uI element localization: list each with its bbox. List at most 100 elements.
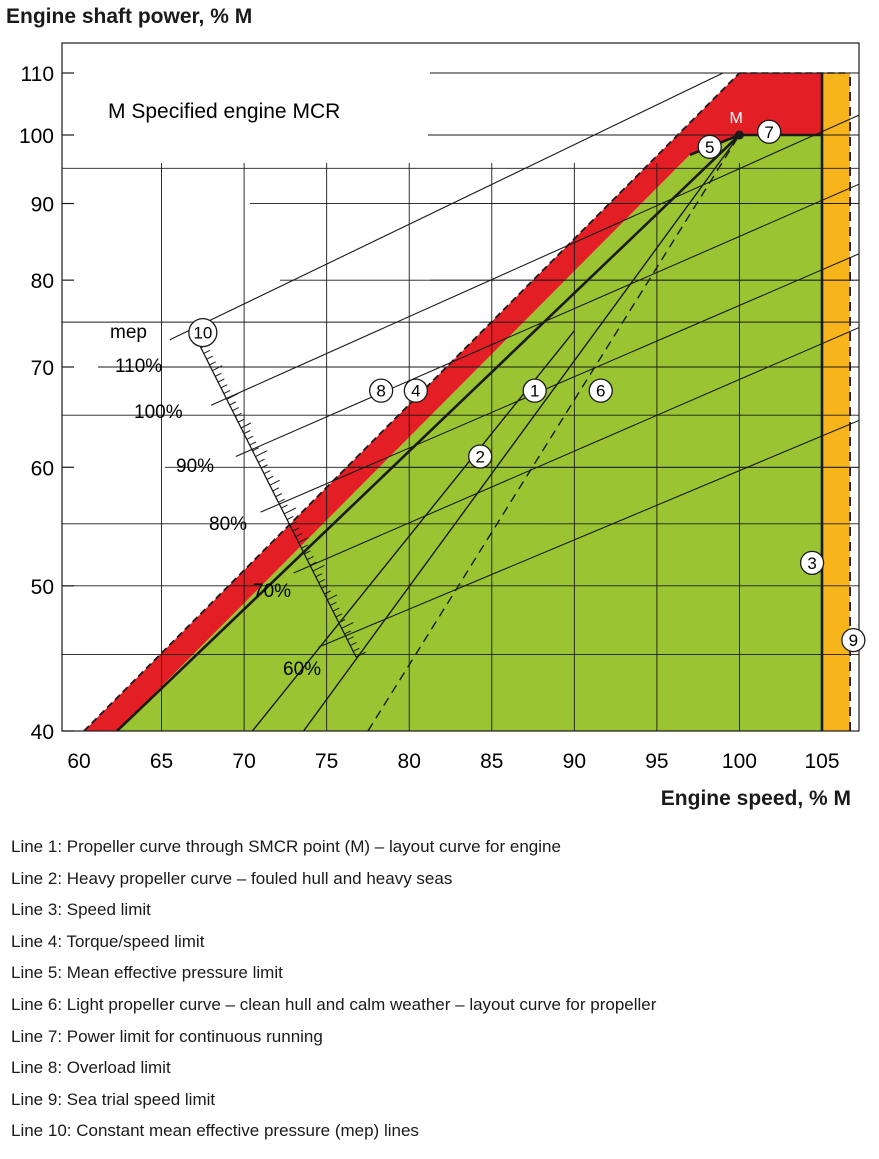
mep-scale-label: 100% — [134, 402, 183, 423]
x-tick-label: 60 — [67, 750, 90, 773]
note-text: M Specified engine MCR — [108, 100, 340, 123]
y-tick-label: 70 — [31, 357, 54, 380]
mep-scale-tick — [295, 533, 303, 538]
mep-scale-tick — [269, 479, 280, 486]
line-marker-3: 3 — [799, 550, 825, 576]
legend-item: Line 4: Torque/speed limit — [11, 931, 205, 951]
y-tick-label: 80 — [31, 270, 54, 293]
line-marker-7: 7 — [757, 119, 782, 144]
y-tick-label: 50 — [31, 576, 54, 599]
legend-item: Line 2: Heavy propeller curve – fouled h… — [11, 868, 453, 888]
service-zone — [117, 135, 822, 731]
line-marker-10: 10 — [188, 317, 218, 348]
mep-scale-tick — [312, 564, 325, 572]
mep-scale-axis — [197, 341, 357, 658]
mep-scale-tick — [283, 507, 297, 515]
legend-item: Line 6: Light propeller curve – clean hu… — [11, 994, 657, 1014]
line-marker-1: 1 — [522, 378, 547, 403]
engine-layout-chart: 110% 100% 90% 80% 70% 60% mep 40 50 60 70 80 90 100 1… — [19, 42, 866, 773]
mep-scale-tick — [220, 384, 228, 389]
marker-circle — [369, 378, 394, 403]
legend-list: Line 1: Propeller curve through SMCR poi… — [11, 831, 656, 1147]
marker-label: 4 — [411, 382, 420, 401]
marker-circle — [522, 378, 547, 403]
line-4-torque-speed-limit — [116, 134, 741, 731]
line-2-heavy-propeller-curve — [251, 330, 575, 731]
mep-scale-tick — [255, 450, 268, 457]
overload-zone — [84, 73, 822, 731]
legend-item: Line 1: Propeller curve through SMCR poi… — [11, 837, 561, 856]
marker-label: 10 — [193, 324, 212, 343]
line-6-light-propeller-curve — [367, 134, 741, 731]
mep-scale-tick — [352, 647, 360, 652]
sea-trial-zone — [822, 73, 851, 731]
smcr-point-label: M — [729, 110, 742, 127]
mep-scale-tick — [243, 430, 251, 435]
mep-scale-tick — [289, 521, 297, 526]
mep-scale-tick — [355, 651, 367, 658]
legend-item: Line 3: Speed limit — [11, 900, 151, 920]
marker-label: 8 — [376, 382, 385, 401]
mep-scale-tick — [223, 389, 231, 394]
legend-item: Line 8: Overload limit — [11, 1058, 171, 1078]
line-marker-4: 4 — [403, 378, 428, 403]
mep-scale-label: 60% — [283, 659, 321, 680]
marker-circle — [841, 627, 866, 653]
marker-circle — [799, 550, 825, 576]
mep-scale-tick — [203, 349, 211, 354]
x-tick-label: 90 — [563, 750, 586, 773]
legend-item: Line 10: Constant mean effective pressur… — [11, 1121, 419, 1141]
mep-scale-tick — [212, 365, 223, 372]
mep-scale-tick — [298, 537, 309, 543]
x-tick-label: 70 — [232, 750, 255, 773]
marker-label: 3 — [807, 554, 816, 573]
x-tick-label: 80 — [398, 750, 421, 773]
note-box: M Specified engine MCR — [90, 82, 420, 162]
marker-label: 1 — [530, 382, 539, 401]
line-marker-2: 2 — [468, 444, 493, 469]
mep-scale-tick — [232, 407, 239, 412]
mep-scale-tick — [226, 393, 239, 400]
mep-scale-tick — [217, 378, 225, 383]
mep-scale-tick — [206, 355, 214, 360]
mep-scale-tick — [304, 550, 311, 555]
y-tick-label: 110 — [21, 63, 54, 86]
y-tick-label: 90 — [31, 194, 54, 217]
x-tick-label: 105 — [804, 750, 839, 773]
mep-line-100 — [210, 114, 859, 406]
marker-circle — [403, 378, 428, 403]
mep-scale-tick — [341, 622, 354, 629]
y-tick-label: 100 — [19, 125, 54, 148]
mep-scale-tick — [229, 401, 237, 406]
chart-title: Engine shaft power, % M — [6, 5, 253, 28]
mep-scale-tick — [324, 590, 331, 595]
mep-scale-tick — [209, 361, 216, 366]
mep-scale-tick — [235, 412, 242, 417]
marker-circle — [697, 134, 722, 159]
mep-scale-tick — [306, 556, 314, 561]
mep-scale-tick — [315, 573, 323, 578]
mep-scale-tick — [335, 613, 343, 618]
marker-label: 5 — [705, 138, 714, 157]
legend-item: Line 9: Sea trial speed limit — [11, 1089, 216, 1109]
y-tick-label: 60 — [31, 457, 54, 480]
y-tick-label: 40 — [31, 721, 54, 744]
mep-scale-title: mep — [110, 322, 147, 343]
marker-label: 6 — [596, 382, 605, 401]
mep-scale-label: 90% — [176, 456, 214, 477]
mep-scale-tick — [275, 493, 283, 498]
marker-circle — [757, 119, 782, 144]
mep-scale-tick — [266, 475, 274, 480]
marker-label: 2 — [475, 448, 484, 467]
mep-scale-tick — [286, 515, 294, 520]
line-marker-6: 6 — [588, 378, 613, 403]
mep-scale-tick — [318, 578, 326, 583]
mep-scale-label: 110% — [115, 356, 162, 377]
mep-line-70 — [293, 326, 859, 574]
mep-scale-tick — [240, 422, 252, 429]
x-tick-label: 85 — [480, 750, 503, 773]
mep-scale-tick — [278, 498, 285, 503]
legend-item: Line 7: Power limit for continuous runni… — [11, 1026, 323, 1046]
zones-layer — [84, 73, 851, 731]
